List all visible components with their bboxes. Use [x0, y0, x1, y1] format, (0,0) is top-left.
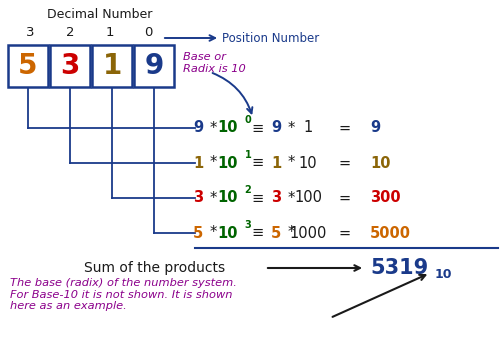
Text: 10: 10 — [218, 190, 238, 205]
Text: ≡: ≡ — [252, 120, 264, 136]
Text: *: * — [210, 225, 216, 240]
Text: 5: 5 — [271, 225, 281, 240]
Text: 100: 100 — [294, 190, 322, 205]
Text: 5319: 5319 — [370, 258, 428, 278]
Text: 10: 10 — [218, 155, 238, 170]
Bar — [134, 45, 174, 87]
Text: =: = — [339, 155, 351, 170]
Text: *: * — [210, 155, 216, 170]
Text: 1: 1 — [244, 150, 252, 160]
Text: 2: 2 — [66, 26, 74, 39]
Text: Base or
Radix is 10: Base or Radix is 10 — [183, 52, 246, 73]
Text: 3: 3 — [244, 220, 252, 230]
Text: 1: 1 — [193, 155, 203, 170]
Text: Decimal Number: Decimal Number — [48, 8, 152, 21]
Bar — [92, 45, 132, 87]
Text: *: * — [288, 155, 294, 170]
Text: =: = — [339, 225, 351, 240]
Text: 9: 9 — [193, 120, 203, 136]
Text: 9: 9 — [271, 120, 281, 136]
Text: *: * — [288, 120, 294, 136]
Text: ≡: ≡ — [252, 155, 264, 170]
Text: 5000: 5000 — [370, 225, 411, 240]
Text: 1: 1 — [271, 155, 281, 170]
Text: 1000: 1000 — [290, 225, 327, 240]
Text: 5: 5 — [193, 225, 203, 240]
Text: 10: 10 — [218, 225, 238, 240]
Text: Position Number: Position Number — [222, 32, 320, 45]
Text: 9: 9 — [370, 120, 380, 136]
Text: ≡: ≡ — [252, 190, 264, 205]
Text: 0: 0 — [144, 26, 152, 39]
Text: 9: 9 — [144, 52, 164, 80]
Text: Sum of the products: Sum of the products — [84, 261, 226, 275]
Text: 3: 3 — [26, 26, 34, 39]
Text: 300: 300 — [370, 190, 400, 205]
Text: 10: 10 — [370, 155, 390, 170]
Text: 3: 3 — [271, 190, 281, 205]
Text: 3: 3 — [193, 190, 203, 205]
Text: *: * — [288, 190, 294, 205]
Bar — [8, 45, 48, 87]
Text: *: * — [288, 225, 294, 240]
Text: 3: 3 — [60, 52, 80, 80]
Text: 1: 1 — [102, 52, 122, 80]
Bar — [50, 45, 90, 87]
Text: 2: 2 — [244, 185, 252, 195]
Text: The base (radix) of the number system.
For Base-10 it is not shown. It is shown
: The base (radix) of the number system. F… — [10, 278, 237, 311]
Text: 1: 1 — [304, 120, 312, 136]
Text: 10: 10 — [218, 120, 238, 136]
Text: ≡: ≡ — [252, 225, 264, 240]
Text: 10: 10 — [435, 269, 452, 282]
Text: 10: 10 — [298, 155, 318, 170]
Text: 0: 0 — [244, 115, 252, 125]
Text: *: * — [210, 120, 216, 136]
Text: *: * — [210, 190, 216, 205]
Text: 5: 5 — [18, 52, 38, 80]
Text: =: = — [339, 190, 351, 205]
Text: 1: 1 — [106, 26, 114, 39]
Text: =: = — [339, 120, 351, 136]
